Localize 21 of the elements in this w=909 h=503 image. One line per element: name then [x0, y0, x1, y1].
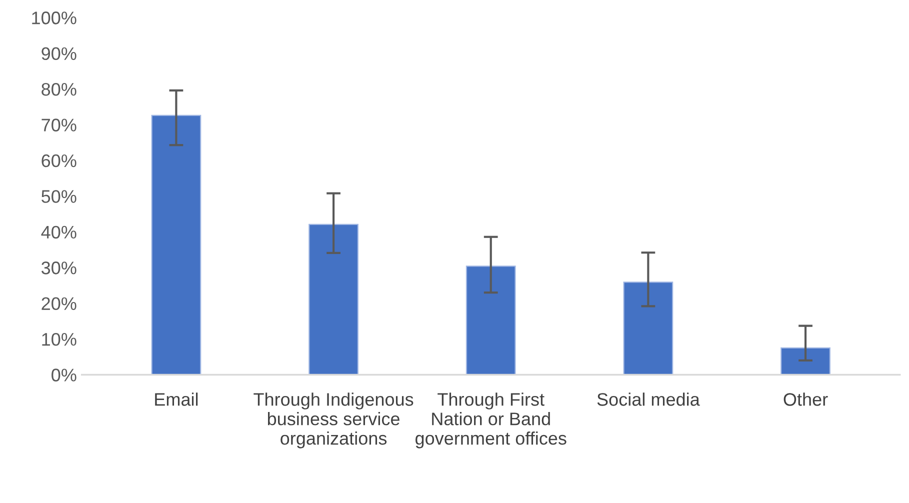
y-tick-label: 90%: [42, 47, 76, 60]
y-tick-label: 80%: [42, 82, 76, 96]
bar: [466, 266, 516, 375]
y-tick-label: 70%: [42, 118, 76, 132]
x-tick-label: Social media: [597, 392, 700, 406]
bar: [780, 347, 830, 375]
y-tick-label: 20%: [42, 297, 76, 310]
y-tick-label: 0%: [52, 368, 76, 382]
y-tick-label: 40%: [41, 226, 76, 239]
x-tick-label: Other: [784, 392, 828, 406]
y-tick-label: 10%: [42, 332, 76, 346]
bar: [308, 224, 358, 375]
y-tick-label: 100%: [32, 12, 76, 24]
x-tick-label: Through Indigenous business service organizations: [254, 392, 414, 448]
y-tick-label: 30%: [42, 262, 76, 274]
x-tick-label: Email: [155, 392, 198, 406]
bar: [623, 282, 674, 375]
y-tick-label: 60%: [42, 154, 76, 168]
x-tick-label: Through First Nation or Band government offices: [416, 392, 566, 448]
y-tick-label: 50%: [42, 190, 76, 203]
bar: [151, 114, 202, 375]
